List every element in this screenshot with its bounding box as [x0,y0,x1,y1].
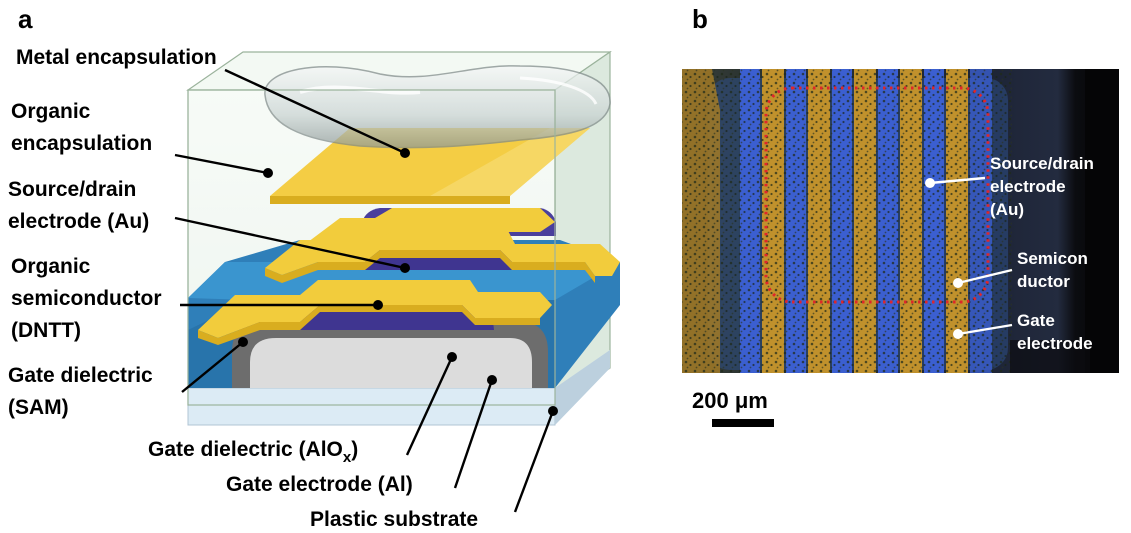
label-gate-dielectric-alox: Gate dielectric (AlOx) [148,438,358,466]
leader-organic-encapsulation [174,153,269,175]
micro-label-source-drain-line3: (Au) [990,200,1024,219]
micro-label-semiconductor-line2: ductor [1017,272,1070,291]
panel-b-letter: b [692,4,708,34]
leader-plastic-substrate [513,410,555,513]
panel-b-labels: Source/drain electrode (Au) Semicon duct… [990,154,1094,353]
label-semiconductor-line1: Organic [11,255,91,278]
label-source-drain-line2: electrode (Au) [8,210,149,233]
leader-gate-dielectric-sam [181,341,244,393]
panel-b: b [682,4,1119,427]
panel-a: a [8,4,620,531]
micro-label-source-drain-line2: electrode [990,177,1066,196]
organic-encapsulation-blob [264,65,611,149]
scale-bar-line [712,419,774,427]
label-plastic-substrate: Plastic substrate [310,508,478,531]
micro-label-source-drain-line1: Source/drain [990,154,1094,173]
highlight-box [764,86,990,304]
leader-metal-encapsulation [224,68,406,155]
label-metal-encapsulation: Metal encapsulation [16,46,217,69]
label-source-drain-line1: Source/drain [8,178,136,201]
micrograph [682,69,1119,373]
leader-gate-electrode [453,379,494,489]
micro-label-gate-electrode-line1: Gate [1017,311,1055,330]
micro-label-semiconductor-line1: Semicon [1017,249,1088,268]
label-semiconductor-line2: semiconductor [11,287,162,310]
label-gate-dielectric-sam-line2: (SAM) [8,396,69,419]
leader-source-drain [174,216,406,270]
scale-bar: 200 μm [692,388,774,427]
scale-bar-label: 200 μm [692,388,768,413]
gate-electrode-al-layer [250,338,532,388]
label-semiconductor-line3: (DNTT) [11,319,81,342]
panel-a-leader-lines [174,68,558,513]
micro-label-gate-electrode-line2: electrode [1017,334,1093,353]
source-drain-electrodes [198,208,620,345]
label-organic-encapsulation-line1: Organic [11,100,91,123]
panel-a-letter: a [18,4,33,34]
leader-gate-dielectric-alox [405,356,454,456]
label-organic-encapsulation-line2: encapsulation [11,132,152,155]
label-gate-electrode: Gate electrode (Al) [226,473,413,496]
panel-b-leader-lines [925,176,1013,339]
label-gate-dielectric-sam-line1: Gate dielectric [8,364,153,387]
panel-a-labels: Metal encapsulation Organic encapsulatio… [8,46,478,531]
